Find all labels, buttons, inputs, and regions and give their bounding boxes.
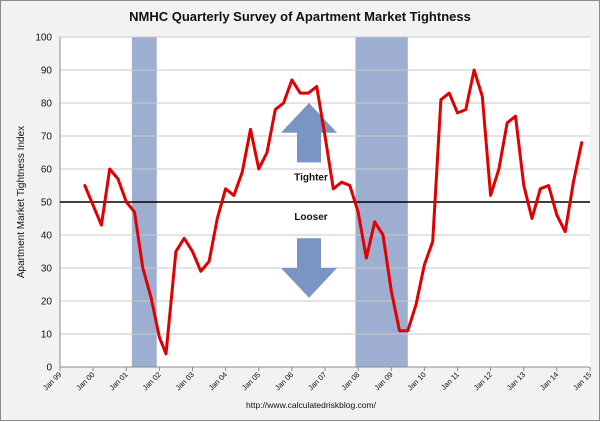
x-tick-label: Jan 00 — [74, 370, 96, 392]
y-axis-label: Apartment Market Tightness Index — [16, 126, 27, 278]
y-tick-label: 20 — [41, 297, 53, 308]
y-tick-label: 60 — [41, 165, 53, 176]
x-tick-label: Jan 09 — [372, 370, 394, 392]
source-credit: http://www.calculatedriskblog.com/ — [246, 400, 377, 410]
y-tick-label: 10 — [41, 330, 53, 341]
tighter-annotation: Tighter — [294, 173, 328, 184]
y-tick-label: 40 — [41, 231, 53, 242]
x-tick-label: Jan 10 — [405, 370, 427, 392]
x-tick-label: Jan 99 — [41, 370, 63, 392]
x-tick-label: Jan 03 — [174, 370, 196, 392]
x-tick-label: Jan 14 — [538, 370, 560, 392]
x-tick-label: Jan 08 — [339, 370, 361, 392]
series-line — [83, 68, 584, 356]
y-tick-label: 70 — [41, 132, 53, 143]
y-tick-label: 30 — [41, 264, 53, 275]
y-tick-label: 0 — [46, 363, 52, 374]
y-tick-label: 90 — [41, 66, 53, 77]
down-arrow-icon — [281, 238, 337, 298]
y-tick-label: 100 — [35, 33, 52, 44]
y-tick-label: 50 — [41, 198, 53, 209]
y-tick-label: 80 — [41, 99, 53, 110]
x-tick-label: Jan 06 — [273, 370, 295, 392]
looser-annotation: Looser — [294, 212, 327, 223]
x-tick-label: Jan 01 — [107, 370, 129, 392]
x-tick-label: Jan 13 — [505, 370, 527, 392]
x-tick-label: Jan 02 — [140, 370, 162, 392]
x-tick-label: Jan 15 — [571, 370, 593, 392]
x-tick-label: Jan 12 — [472, 370, 494, 392]
x-tick-label: Jan 05 — [240, 370, 262, 392]
x-tick-label: Jan 04 — [207, 370, 229, 392]
x-tick-label: Jan 07 — [306, 370, 328, 392]
chart-title: NMHC Quarterly Survey of Apartment Marke… — [129, 9, 471, 24]
x-tick-label: Jan 11 — [439, 370, 461, 392]
